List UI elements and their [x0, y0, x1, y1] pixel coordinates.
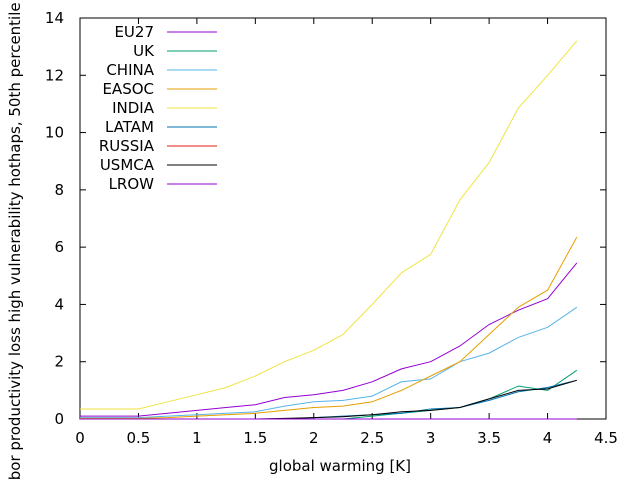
x-tick-label: 4.5 — [594, 429, 618, 447]
legend-label-india: INDIA — [112, 99, 155, 117]
x-tick-label: 0 — [75, 429, 85, 447]
legend-label-china: CHINA — [106, 61, 154, 79]
series-lines — [80, 40, 578, 420]
y-tick-label: 8 — [54, 181, 64, 199]
y-tick-label: 6 — [54, 238, 64, 256]
legend-label-easoc: EASOC — [102, 80, 154, 98]
y-tick-label: 12 — [45, 66, 64, 84]
legend-label-lrow: LROW — [109, 175, 155, 193]
legend-label-uk: UK — [133, 42, 155, 60]
series-line-india — [80, 40, 578, 410]
legend-label-usmca: USMCA — [100, 156, 155, 174]
y-tick-label: 10 — [45, 124, 64, 142]
series-line-china — [80, 306, 578, 419]
x-tick-label: 4 — [543, 429, 553, 447]
plot-frame — [79, 17, 607, 420]
x-tick-label: 1 — [192, 429, 202, 447]
legend-label-eu27: EU27 — [114, 23, 154, 41]
legend-label-russia: RUSSIA — [99, 137, 155, 155]
y-tick-label: 4 — [54, 295, 64, 313]
y-tick-label: 0 — [54, 410, 64, 428]
series-line-easoc — [80, 236, 578, 419]
x-axis-title: global warming [K] — [269, 457, 411, 475]
x-tick-label: 3 — [426, 429, 436, 447]
y-axis-title: labor productivity loss high vulnerabili… — [6, 2, 24, 480]
y-tick-label: 2 — [54, 353, 64, 371]
x-tick-label: 3.5 — [477, 429, 501, 447]
x-tick-label: 1.5 — [243, 429, 267, 447]
legend: EU27UKCHINAEASOCINDIALATAMRUSSIAUSMCALRO… — [99, 23, 217, 193]
series-line-latam — [80, 379, 577, 420]
x-tick-label: 0.5 — [127, 429, 151, 447]
x-tick-label: 2 — [309, 429, 319, 447]
x-tick-label: 2.5 — [360, 429, 384, 447]
series-line-eu27 — [80, 262, 578, 417]
legend-label-latam: LATAM — [105, 118, 154, 136]
y-tick-label: 14 — [45, 9, 64, 27]
series-line-usmca — [80, 379, 577, 420]
